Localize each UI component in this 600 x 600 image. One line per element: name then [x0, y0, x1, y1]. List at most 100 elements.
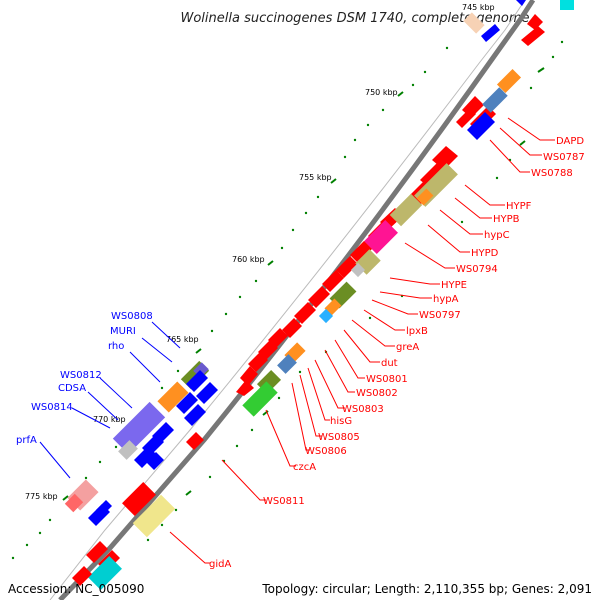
gene-block[interactable] [88, 556, 122, 590]
gene-arrow[interactable] [350, 241, 372, 263]
gene-label-ws0802[interactable]: WS0802 [356, 388, 398, 399]
gene-label-ws0801[interactable]: WS0801 [366, 374, 408, 385]
leader-line [379, 291, 432, 299]
gene-arrow[interactable] [146, 452, 164, 470]
gene-arrow[interactable] [516, 0, 526, 6]
gene-block[interactable] [416, 188, 434, 206]
gene-label-dut[interactable]: dut [381, 358, 398, 369]
tick-dot [38, 531, 42, 535]
gene-label-lpxb[interactable]: lpxB [406, 326, 428, 337]
gene-arrow[interactable] [294, 302, 316, 324]
gene-cluster-760 [282, 241, 381, 338]
tick-dot [146, 538, 150, 542]
gene-label-prfa[interactable]: prfA [16, 435, 37, 446]
gene-arrow[interactable] [467, 112, 495, 140]
gene-block[interactable] [364, 220, 398, 254]
gene-arrow[interactable] [282, 318, 302, 338]
leader-line [351, 319, 395, 347]
gene-block[interactable] [318, 308, 334, 324]
gene-block[interactable] [157, 381, 189, 413]
gene-label-ws0788[interactable]: WS0788 [531, 168, 573, 179]
gene-arrow[interactable] [322, 270, 344, 292]
gene-arrow[interactable] [527, 14, 543, 30]
gene-label-hypf[interactable]: HYPF [506, 201, 532, 212]
gene-label-muri[interactable]: MURI [110, 326, 136, 337]
gene-label-hypa[interactable]: hypA [433, 294, 459, 305]
minor-tick-dots [11, 40, 564, 560]
gene-label-dapd[interactable]: DAPD [556, 136, 584, 147]
gene-arrow[interactable] [86, 541, 108, 563]
gene-arrow[interactable] [72, 566, 92, 586]
gene-arrow[interactable] [186, 370, 208, 392]
gene-label-ws0812[interactable]: WS0812 [60, 370, 102, 381]
gene-arrow[interactable] [456, 108, 476, 128]
gene-arrow[interactable] [176, 392, 198, 414]
gene-block[interactable] [389, 193, 423, 227]
gene-arrow[interactable] [186, 432, 204, 450]
gene-label-ws0808[interactable]: WS0808 [111, 311, 153, 322]
gene-label-hype[interactable]: HYPE [441, 280, 467, 291]
tick-dot [353, 138, 357, 142]
gene-arrow[interactable] [481, 24, 500, 42]
gene-label-cdsa[interactable]: CDSA [58, 383, 86, 394]
gene-label-hypb[interactable]: HYPB [493, 214, 520, 225]
gene-label-ws0797[interactable]: WS0797 [419, 310, 461, 321]
gene-label-ws0814[interactable]: WS0814 [31, 402, 73, 413]
gene-block[interactable] [242, 381, 278, 417]
tick-dot [304, 211, 308, 215]
gene-arrow[interactable] [240, 366, 258, 386]
leader-line [507, 117, 555, 141]
tick-dot [208, 475, 212, 479]
gene-block[interactable] [560, 0, 574, 10]
gene-arrow[interactable] [521, 26, 545, 46]
gene-label-ws0805[interactable]: WS0805 [318, 432, 360, 443]
gene-block[interactable] [64, 493, 84, 513]
genome-backbone [58, 0, 536, 600]
tick-mark [519, 140, 526, 146]
gene-block[interactable] [463, 12, 485, 34]
gene-block[interactable] [496, 68, 522, 94]
gene-label-grea[interactable]: greA [396, 342, 419, 353]
gene-label-gida[interactable]: gidA [209, 559, 231, 570]
gene-label-ws0794[interactable]: WS0794 [456, 264, 498, 275]
gene-block[interactable] [112, 401, 166, 455]
tick-dot [210, 329, 214, 333]
leader-line [291, 382, 310, 451]
tick-dot [560, 40, 564, 44]
gene-cluster-755 [364, 146, 458, 254]
gene-arrow[interactable] [134, 446, 156, 468]
tick-dot [11, 556, 15, 560]
tick-dot [445, 46, 449, 50]
gene-arrow[interactable] [196, 382, 218, 404]
gene-label-ws0787[interactable]: WS0787 [543, 152, 585, 163]
gene-label-ws0803[interactable]: WS0803 [342, 404, 384, 415]
backbone-inner-line [49, 0, 526, 600]
gene-label-ws0811[interactable]: WS0811 [263, 496, 305, 507]
gene-arrow[interactable] [184, 404, 206, 426]
gene-block[interactable] [122, 482, 156, 516]
gene-label-hisg[interactable]: hisG [330, 416, 352, 427]
leader-line [499, 127, 542, 156]
gene-arrow[interactable] [248, 352, 268, 372]
gene-label-hypc[interactable]: hypC [484, 230, 510, 241]
gene-cluster-770 [112, 401, 174, 470]
tick-dot [529, 86, 533, 90]
gene-block[interactable] [118, 440, 138, 460]
gene-block[interactable] [277, 354, 297, 374]
tick-mark [195, 348, 202, 354]
gene-label-ws0806[interactable]: WS0806 [305, 446, 347, 457]
gene-arrow[interactable] [308, 286, 330, 308]
gene-arrow[interactable] [236, 380, 254, 396]
gene-block[interactable] [350, 262, 366, 278]
gene-label-czca[interactable]: czcA [293, 462, 316, 473]
gene-label-hypd[interactable]: HYPD [471, 248, 499, 259]
gene-arrow[interactable] [336, 256, 358, 278]
tick-dot [316, 195, 320, 199]
tick-mark [330, 178, 337, 184]
gene-label-rho[interactable]: rho [108, 341, 124, 352]
gene-block[interactable] [324, 298, 342, 316]
gene-arrow[interactable] [432, 146, 458, 170]
gene-arrow[interactable] [96, 500, 112, 516]
gene-block[interactable] [132, 494, 176, 538]
gene-block[interactable] [482, 87, 508, 113]
